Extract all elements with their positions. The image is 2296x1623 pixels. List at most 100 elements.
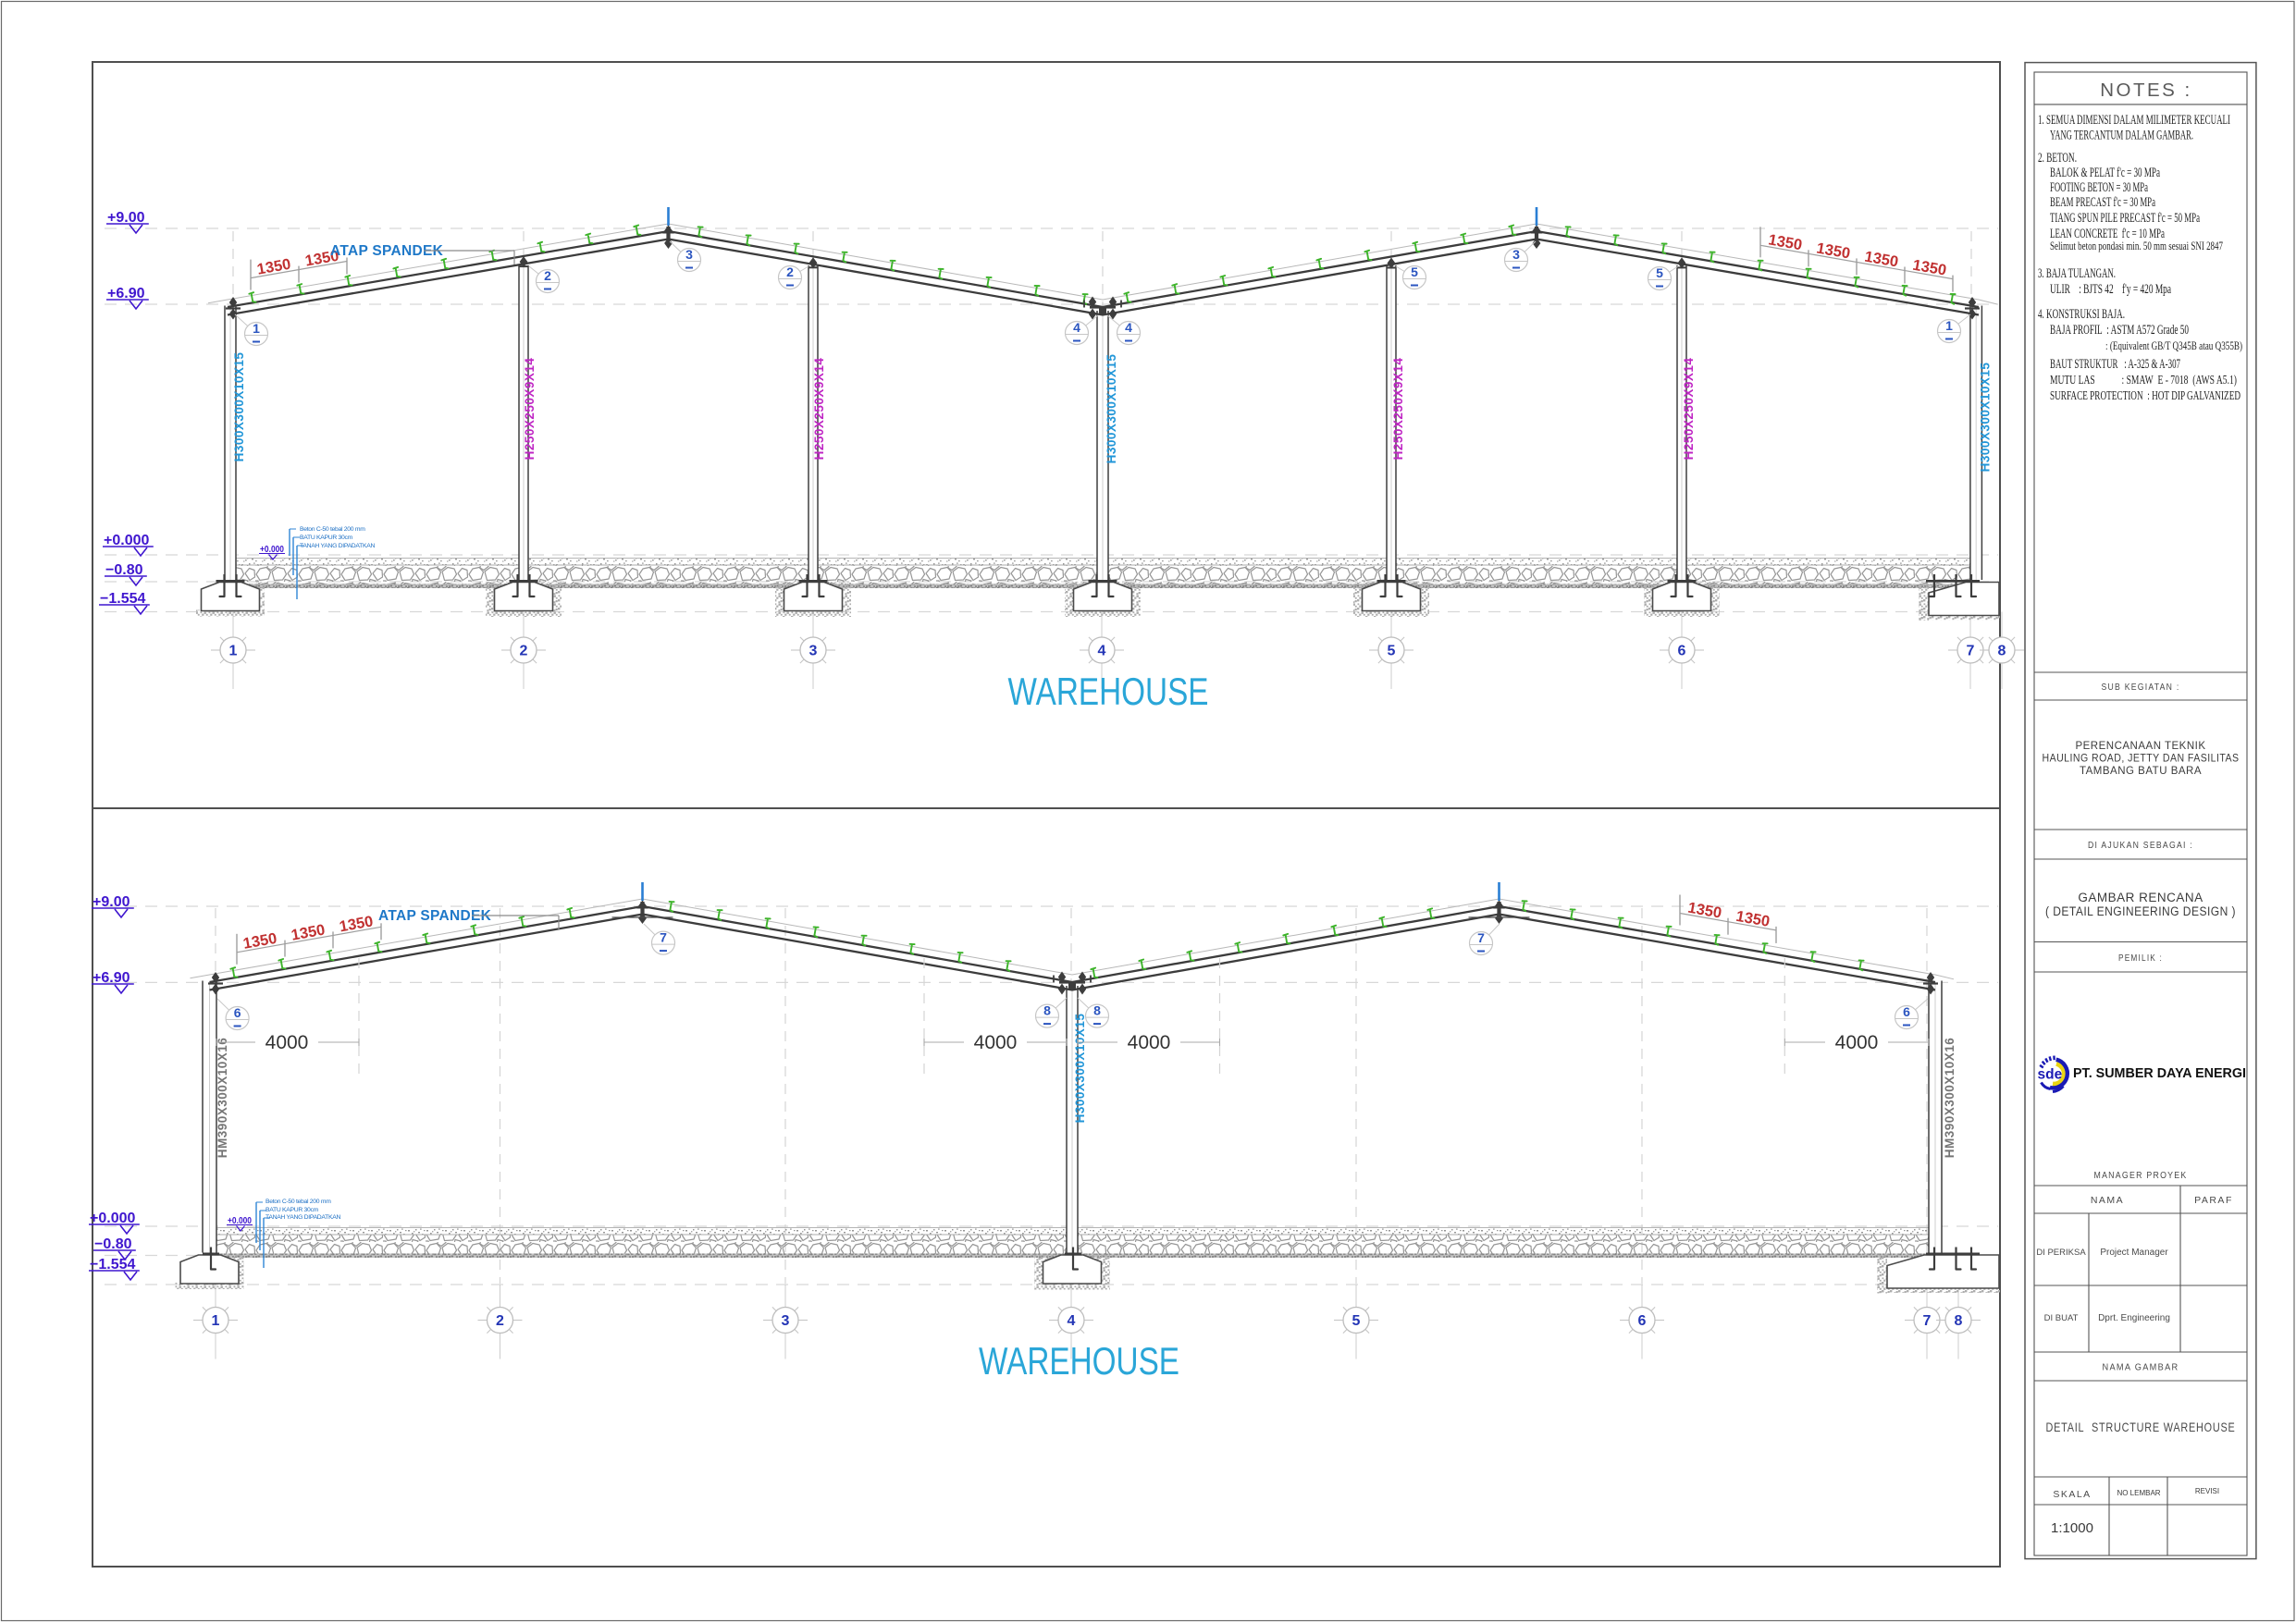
svg-text:1350: 1350 xyxy=(304,248,340,270)
svg-text:SUB KEGIATAN :: SUB KEGIATAN : xyxy=(2102,682,2180,693)
svg-text:DI BUAT: DI BUAT xyxy=(2044,1313,2079,1323)
svg-text:6: 6 xyxy=(1638,1313,1647,1329)
svg-text:SKALA: SKALA xyxy=(2053,1489,2091,1500)
svg-text:3: 3 xyxy=(782,1313,790,1329)
svg-text:1: 1 xyxy=(253,321,260,336)
svg-text:7: 7 xyxy=(660,930,667,945)
svg-text:7: 7 xyxy=(1477,930,1485,945)
svg-text:ULIR : BJTS 42 f'y = 42: ULIR : BJTS 42 f'y = 420 Mpa xyxy=(2050,282,2171,297)
svg-text:BALOK & PELAT f'c = 30 MPa: BALOK & PELAT f'c = 30 MPa xyxy=(2050,166,2160,180)
svg-text:HM390X300X10X16: HM390X300X10X16 xyxy=(1943,1038,1957,1159)
svg-text:4: 4 xyxy=(1073,320,1080,335)
svg-text:H250X250X9X14: H250X250X9X14 xyxy=(523,358,537,461)
svg-text:GAMBAR RENCANA: GAMBAR RENCANA xyxy=(2078,891,2203,904)
svg-text:1350: 1350 xyxy=(256,256,292,278)
svg-text:H250X250X9X14: H250X250X9X14 xyxy=(812,358,826,461)
svg-text:4: 4 xyxy=(1068,1313,1076,1329)
svg-text:MUTU LAS : SMAW E: MUTU LAS : SMAW E - 7018 (AWS A5.1) xyxy=(2050,373,2237,387)
svg-text:Beton C-50 tebal 200 mm: Beton C-50 tebal 200 mm xyxy=(265,1199,331,1205)
svg-text:H300X300X10X15: H300X300X10X15 xyxy=(1105,354,1118,464)
svg-text:2: 2 xyxy=(544,268,551,283)
svg-text:8: 8 xyxy=(1998,644,2006,659)
svg-text:+9.00: +9.00 xyxy=(93,894,130,910)
svg-text:5: 5 xyxy=(1388,644,1396,659)
svg-text:8: 8 xyxy=(1043,1003,1051,1018)
svg-text:5: 5 xyxy=(1352,1313,1361,1329)
svg-text:−1.554: −1.554 xyxy=(100,591,145,607)
svg-text:BATU KAPUR 30cm: BATU KAPUR 30cm xyxy=(265,1207,319,1213)
svg-text:H300X300X10X15: H300X300X10X15 xyxy=(1073,1014,1087,1124)
svg-text:Project Manager: Project Manager xyxy=(2100,1248,2168,1258)
svg-text:+0.000: +0.000 xyxy=(260,544,284,555)
svg-text:LEAN CONCRETE f'c = 10 MPa: LEAN CONCRETE f'c = 10 MPa xyxy=(2050,227,2165,241)
svg-text:3. BAJA TULANGAN.: 3. BAJA TULANGAN. xyxy=(2038,266,2116,281)
svg-text:1: 1 xyxy=(212,1313,220,1329)
svg-text:WAREHOUSE: WAREHOUSE xyxy=(979,1339,1179,1383)
svg-text:FOOTING BETON = 30 MPa: FOOTING BETON = 30 MPa xyxy=(2050,180,2148,195)
svg-text:TANAH YANG DIPADATKAN: TANAH YANG DIPADATKAN xyxy=(300,543,375,549)
svg-text:ATAP SPANDEK: ATAP SPANDEK xyxy=(330,243,444,259)
svg-text:H300X300X10X15: H300X300X10X15 xyxy=(232,352,246,462)
svg-text:7: 7 xyxy=(1923,1313,1932,1329)
svg-text:NO LEMBAR: NO LEMBAR xyxy=(2117,1489,2160,1497)
svg-text:1: 1 xyxy=(1945,318,1953,333)
svg-text:+6.90: +6.90 xyxy=(93,970,130,986)
svg-text:DI PERIKSA: DI PERIKSA xyxy=(2036,1248,2086,1258)
svg-text:4000: 4000 xyxy=(1835,1032,1879,1053)
svg-text:4000: 4000 xyxy=(974,1032,1018,1053)
svg-text:7: 7 xyxy=(1967,644,1975,659)
svg-text:NOTES :: NOTES : xyxy=(2100,80,2192,101)
svg-text:4: 4 xyxy=(1125,320,1132,335)
svg-text:HAULING ROAD, JETTY DAN FASILI: HAULING ROAD, JETTY DAN FASILITAS xyxy=(2043,754,2240,765)
svg-text:PARAF: PARAF xyxy=(2194,1195,2233,1206)
svg-text:Beton C-50 tebal 200 mm: Beton C-50 tebal 200 mm xyxy=(300,526,365,533)
svg-text:NAMA GAMBAR: NAMA GAMBAR xyxy=(2103,1362,2179,1373)
svg-text:3: 3 xyxy=(685,247,693,262)
svg-text:4. KONSTRUKSI BAJA.: 4. KONSTRUKSI BAJA. xyxy=(2038,307,2125,322)
svg-text:4000: 4000 xyxy=(1128,1032,1171,1053)
svg-text:PERENCANAAN TEKNIK: PERENCANAAN TEKNIK xyxy=(2075,741,2205,752)
svg-text:SURFACE PROTECTION : HOT DIP: SURFACE PROTECTION : HOT DIP GALVANIZED xyxy=(2050,388,2240,402)
svg-text:+0.000: +0.000 xyxy=(104,533,149,548)
svg-text:PEMILIK :: PEMILIK : xyxy=(2118,953,2163,964)
svg-text:8: 8 xyxy=(1955,1313,1963,1329)
svg-text:: (Equivalent GB/T Q345B atau: : (Equivalent GB/T Q345B atau Q355B) xyxy=(2105,338,2242,352)
svg-text:NAMA: NAMA xyxy=(2091,1195,2124,1206)
svg-text:1:1000: 1:1000 xyxy=(2051,1520,2093,1536)
svg-text:6: 6 xyxy=(234,1005,241,1020)
svg-text:H250X250X9X14: H250X250X9X14 xyxy=(1682,358,1696,461)
svg-text:2: 2 xyxy=(786,264,794,279)
svg-text:+6.90: +6.90 xyxy=(107,286,145,301)
svg-text:1: 1 xyxy=(229,644,238,659)
svg-text:1350: 1350 xyxy=(1767,231,1803,253)
svg-text:4: 4 xyxy=(1098,644,1106,659)
svg-text:ATAP SPANDEK: ATAP SPANDEK xyxy=(378,908,492,924)
svg-text:3: 3 xyxy=(809,644,818,659)
svg-text:BAUT STRUKTUR : A-325 & A-3: BAUT STRUKTUR : A-325 & A-307 xyxy=(2050,357,2180,372)
svg-text:PT. SUMBER DAYA ENERGI: PT. SUMBER DAYA ENERGI xyxy=(2073,1066,2246,1081)
svg-text:H300X300X10X15: H300X300X10X15 xyxy=(1979,363,1993,473)
svg-text:BEAM PRECAST f'c = 30 MPa: BEAM PRECAST f'c = 30 MPa xyxy=(2050,195,2155,210)
svg-text:BAJA PROFIL : ASTM A572 Grad: BAJA PROFIL : ASTM A572 Grade 50 xyxy=(2050,323,2189,338)
svg-text:BATU KAPUR 30cm: BATU KAPUR 30cm xyxy=(300,535,353,541)
svg-text:TAMBANG BATU BARA: TAMBANG BATU BARA xyxy=(2080,766,2202,777)
svg-text:5: 5 xyxy=(1656,265,1663,280)
svg-text:1350: 1350 xyxy=(1863,249,1899,271)
svg-text:TANAH YANG DIPADATKAN: TANAH YANG DIPADATKAN xyxy=(265,1214,340,1221)
svg-text:1. SEMUA DIMENSI DALAM MILIMET: 1. SEMUA DIMENSI DALAM MILIMETER KECUALI xyxy=(2038,113,2230,128)
svg-text:8: 8 xyxy=(1093,1003,1101,1018)
svg-text:MANAGER PROYEK: MANAGER PROYEK xyxy=(2094,1170,2188,1181)
svg-text:6: 6 xyxy=(1903,1004,1910,1019)
svg-text:H250X250X9X14: H250X250X9X14 xyxy=(1391,358,1405,461)
svg-text:2. BETON.: 2. BETON. xyxy=(2038,151,2077,166)
svg-text:3: 3 xyxy=(1512,247,1520,262)
svg-text:HM390X300X10X16: HM390X300X10X16 xyxy=(216,1038,229,1159)
svg-text:5: 5 xyxy=(1411,264,1418,279)
svg-text:Selimut beton pondasi min. 50: Selimut beton pondasi min. 50 mm sesuai … xyxy=(2050,240,2223,252)
svg-text:( DETAIL ENGINEERING DESIGN ): ( DETAIL ENGINEERING DESIGN ) xyxy=(2045,904,2236,918)
svg-text:WAREHOUSE: WAREHOUSE xyxy=(1008,670,1209,713)
svg-text:−0.80: −0.80 xyxy=(105,562,143,578)
svg-text:Dprt. Engineering: Dprt. Engineering xyxy=(2098,1313,2170,1323)
svg-text:4000: 4000 xyxy=(265,1032,309,1053)
svg-text:TIANG SPUN PILE PRECAST f'c =: TIANG SPUN PILE PRECAST f'c = 50 MPa xyxy=(2050,211,2200,226)
